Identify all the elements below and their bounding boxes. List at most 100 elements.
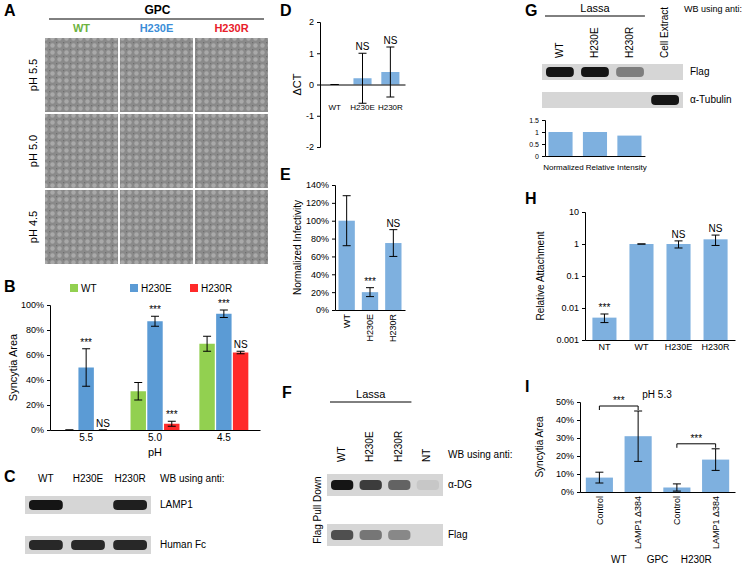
tick-label: 1 bbox=[535, 129, 539, 136]
y-axis: -2 -1 0 1 2 bbox=[306, 17, 321, 152]
tick: 0 bbox=[309, 80, 320, 90]
tick: WT bbox=[634, 342, 648, 352]
tick: 1 bbox=[309, 49, 320, 59]
tick: 60% bbox=[26, 350, 50, 360]
lane-label: WT bbox=[336, 446, 347, 462]
title-rule bbox=[545, 16, 645, 17]
band bbox=[360, 530, 382, 540]
x-axis bbox=[546, 156, 646, 157]
panel-c: CWTH230EH230RWB using anti:LAMP1Human Fc bbox=[4, 468, 224, 554]
chart: 00.511.5Normalized Relative Intensity bbox=[529, 117, 647, 172]
tick: 0.001 bbox=[556, 335, 585, 345]
significance: NS bbox=[96, 418, 110, 429]
legend-swatch bbox=[70, 284, 78, 292]
header: WB using anti: bbox=[160, 473, 224, 484]
tick-label: 2 bbox=[309, 17, 314, 27]
tick-label: WT bbox=[342, 314, 352, 328]
band bbox=[616, 67, 644, 77]
micrograph bbox=[120, 114, 193, 188]
tick: -1 bbox=[306, 111, 320, 121]
tick-mark bbox=[542, 132, 545, 133]
y-axis: 0%20%40%60%80%100% bbox=[21, 300, 51, 435]
tick-mark bbox=[332, 310, 335, 311]
tick-label: 0.1 bbox=[566, 271, 579, 281]
bracket bbox=[599, 406, 638, 410]
lane-label: H230R bbox=[624, 27, 635, 58]
tick: 2 bbox=[309, 17, 320, 27]
bar bbox=[617, 136, 641, 156]
plot-area bbox=[592, 235, 727, 340]
lane-label: H230R bbox=[115, 473, 146, 484]
tick: 40% bbox=[26, 375, 50, 385]
micrograph bbox=[120, 38, 193, 112]
tick-label: 1.5 bbox=[529, 117, 539, 124]
band bbox=[651, 95, 679, 105]
tick: 100% bbox=[306, 216, 335, 226]
error-bar bbox=[712, 235, 720, 245]
band bbox=[331, 480, 353, 490]
tick-mark bbox=[577, 402, 580, 403]
blot-strip bbox=[25, 496, 151, 514]
tick-label: WT bbox=[634, 342, 648, 352]
y-axis: 0%10%20%30%40%50% bbox=[556, 397, 581, 497]
tick-label: 4.5 bbox=[217, 432, 231, 443]
tick-label: 80% bbox=[311, 234, 329, 244]
error-bar bbox=[168, 421, 176, 426]
band bbox=[388, 480, 410, 490]
significance: NS bbox=[356, 41, 370, 52]
axis-title: Normalized Infectivity bbox=[292, 200, 303, 295]
legend-swatch bbox=[190, 284, 198, 292]
tick-mark bbox=[577, 438, 580, 439]
blot-strip bbox=[327, 474, 443, 496]
axis-line bbox=[542, 121, 546, 157]
tick-label: -2 bbox=[306, 142, 314, 152]
axis-title: Syncytia Area bbox=[534, 416, 545, 478]
group-label: WT bbox=[611, 554, 627, 565]
tick-label: 5.0 bbox=[148, 432, 162, 443]
chart: 0%10%20%30%40%50%ControlLAMP1 Δ384Contro… bbox=[525, 378, 736, 565]
bar bbox=[216, 314, 231, 430]
significance: NS bbox=[386, 218, 400, 229]
tick-label: -1 bbox=[306, 111, 314, 121]
blot-strip bbox=[25, 536, 151, 554]
tick: 80% bbox=[26, 325, 50, 335]
micrograph bbox=[195, 38, 268, 112]
title: GPC bbox=[144, 3, 170, 17]
lane-label: H230E bbox=[364, 431, 375, 462]
tick: WT bbox=[342, 314, 352, 328]
tick-label: 0 bbox=[535, 153, 539, 160]
bar bbox=[233, 353, 248, 431]
tick: 20% bbox=[556, 451, 580, 461]
tick-mark bbox=[542, 156, 545, 157]
lane-label: NT bbox=[421, 449, 432, 462]
tick: 140% bbox=[306, 180, 335, 190]
axis-line bbox=[332, 186, 336, 311]
bar bbox=[147, 321, 162, 430]
axis-line bbox=[317, 23, 321, 148]
tick-label: 80% bbox=[26, 325, 44, 335]
tick-label: 40% bbox=[311, 270, 329, 280]
tick-label: 10 bbox=[569, 207, 579, 217]
tick: 50% bbox=[556, 397, 580, 407]
significance: *** bbox=[364, 276, 376, 287]
band bbox=[581, 95, 609, 105]
lane-label: H230E bbox=[589, 27, 600, 58]
band bbox=[29, 500, 63, 510]
legend-swatch bbox=[130, 284, 138, 292]
tick: 20% bbox=[26, 400, 50, 410]
x-axis: 5.55.04.5 bbox=[51, 431, 261, 444]
tick-label: 50% bbox=[556, 397, 574, 407]
row-label: Flag bbox=[448, 529, 467, 540]
tick: 4.5 bbox=[217, 432, 231, 443]
band bbox=[113, 540, 147, 550]
tick-label: 40% bbox=[26, 375, 44, 385]
tick-mark bbox=[332, 239, 335, 240]
x-axis: WTH230EH230R bbox=[336, 311, 406, 343]
tick: 0.5 bbox=[529, 141, 545, 148]
significance: *** bbox=[613, 395, 625, 406]
tick: 0.1 bbox=[566, 271, 585, 281]
band bbox=[113, 500, 147, 510]
micrograph bbox=[45, 190, 118, 264]
error-bar bbox=[343, 196, 351, 246]
tick: 120% bbox=[306, 198, 335, 208]
